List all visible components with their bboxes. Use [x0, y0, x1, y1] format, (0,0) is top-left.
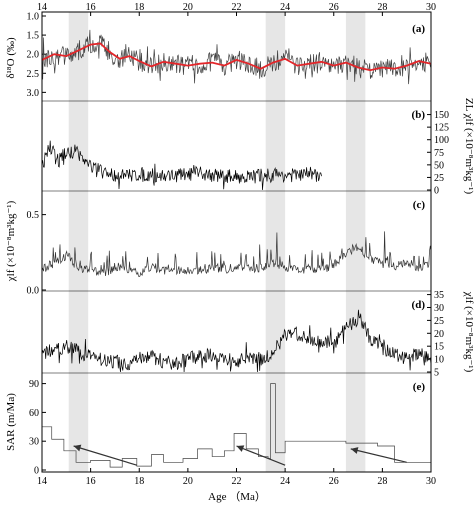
- y-tick-label: 1.5: [27, 31, 40, 42]
- arrow-head-3: [350, 447, 359, 454]
- y-tick-label: 2.5: [27, 69, 40, 80]
- panel-label: (e): [413, 381, 426, 393]
- x-ticks-bottom: 14 16 18 20 22 24 26 28 30: [37, 468, 436, 487]
- panel-d: 5 10 15 20 25 30 35 χlf (×10⁻⁸m³kg⁻¹) (d): [41, 290, 474, 379]
- y-axis-title: SAR (m/Ma): [5, 393, 17, 451]
- x-tick-label-top-30: 30: [426, 2, 436, 13]
- panel-label: (c): [413, 199, 426, 211]
- panel-e: 0 30 60 90 SAR (m/Ma) (e): [5, 379, 431, 477]
- y-tick-label: 25: [434, 316, 444, 327]
- shaded-interval-1: [68, 12, 89, 472]
- x-tick-label-bottom-30: 30: [426, 476, 436, 487]
- series-noisy-1: [41, 140, 322, 191]
- y-tick-label: 2.0: [27, 50, 40, 61]
- x-tick-label-top-26: 26: [329, 2, 339, 13]
- x-tick-label-top-22: 22: [232, 2, 242, 13]
- arrow-head-1: [73, 444, 82, 452]
- x-tick-label-top-14: 14: [37, 2, 47, 13]
- y-axis-title: χlf (×10⁻⁸m³kg⁻¹): [463, 291, 474, 373]
- y-tick-label: 90: [29, 379, 39, 390]
- y-tick-label: 20: [434, 329, 444, 340]
- y-tick-label: 0.5: [27, 210, 40, 221]
- panel-label: (d): [412, 299, 426, 311]
- trend-arrow-2: [236, 445, 286, 466]
- y-tick-label: 0: [34, 466, 39, 477]
- y-tick-label: 125: [434, 123, 449, 134]
- series-smooth-2: [41, 42, 432, 72]
- x-axis-title: Age （Ma）: [208, 490, 266, 503]
- shaded-interval-2: [265, 12, 286, 472]
- trend-arrow-1: [73, 445, 137, 466]
- y-tick-label: 30: [29, 437, 39, 448]
- panel-a: 1.0 1.5 2.0 2.5 3.0 δ¹⁸O (‰) (a): [5, 12, 432, 102]
- y-tick-label: 10: [434, 355, 444, 366]
- y-axis-title: δ¹⁸O (‰): [5, 37, 17, 79]
- y-tick-label: 25: [434, 173, 444, 184]
- shaded-interval-3: [345, 12, 366, 472]
- x-tick-label-bottom-20: 20: [183, 476, 193, 487]
- y-tick-label: 0: [434, 186, 439, 197]
- panel-label: (a): [412, 23, 425, 35]
- x-tick-label-bottom-22: 22: [232, 476, 242, 487]
- x-tick-label-bottom-18: 18: [134, 476, 144, 487]
- y-axis-title: χlf (×10⁻⁸m³kg⁻¹): [5, 200, 17, 282]
- series-step-1: [42, 383, 431, 468]
- x-tick-label-top-18: 18: [134, 2, 144, 13]
- x-tick-label-top-24: 24: [280, 2, 290, 13]
- x-tick-label-bottom-28: 28: [377, 476, 387, 487]
- x-ticks-top: 14 16 18 20 22 24 26 28 30: [37, 2, 436, 16]
- y-tick-label: 150: [434, 110, 449, 121]
- series-noisy-1: [41, 231, 432, 278]
- x-tick-label-top-16: 16: [86, 2, 96, 13]
- x-tick-label-bottom-16: 16: [86, 476, 96, 487]
- y-tick-label: 35: [434, 290, 444, 301]
- y-axis-title: ZL χlf (×10⁻⁸m³kg⁻¹): [463, 98, 474, 195]
- y-tick-label: 50: [434, 160, 444, 171]
- y-tick-label: 60: [29, 408, 39, 419]
- panel-label: (b): [412, 109, 426, 121]
- x-tick-label-bottom-14: 14: [37, 476, 47, 487]
- y-tick-label: 100: [434, 135, 449, 146]
- arrow-head-2: [236, 445, 245, 452]
- x-tick-label-bottom-24: 24: [280, 476, 290, 487]
- x-tick-label-top-20: 20: [183, 2, 193, 13]
- y-tick-label: 3.0: [27, 88, 40, 99]
- series-noisy-1: [41, 309, 432, 373]
- y-tick-label: 1.0: [27, 12, 40, 23]
- y-tick-label: 30: [434, 303, 444, 314]
- panel-c: 0.0 0.5 χlf (×10⁻⁸m³kg⁻¹) (c): [5, 199, 432, 297]
- y-tick-label: 0.0: [27, 286, 40, 297]
- y-tick-label: 15: [434, 342, 444, 353]
- y-tick-label: 5: [434, 368, 439, 379]
- trend-arrow-3: [350, 448, 407, 463]
- x-tick-label-top-28: 28: [377, 2, 387, 13]
- y-tick-label: 75: [434, 148, 444, 159]
- x-tick-label-bottom-26: 26: [329, 476, 339, 487]
